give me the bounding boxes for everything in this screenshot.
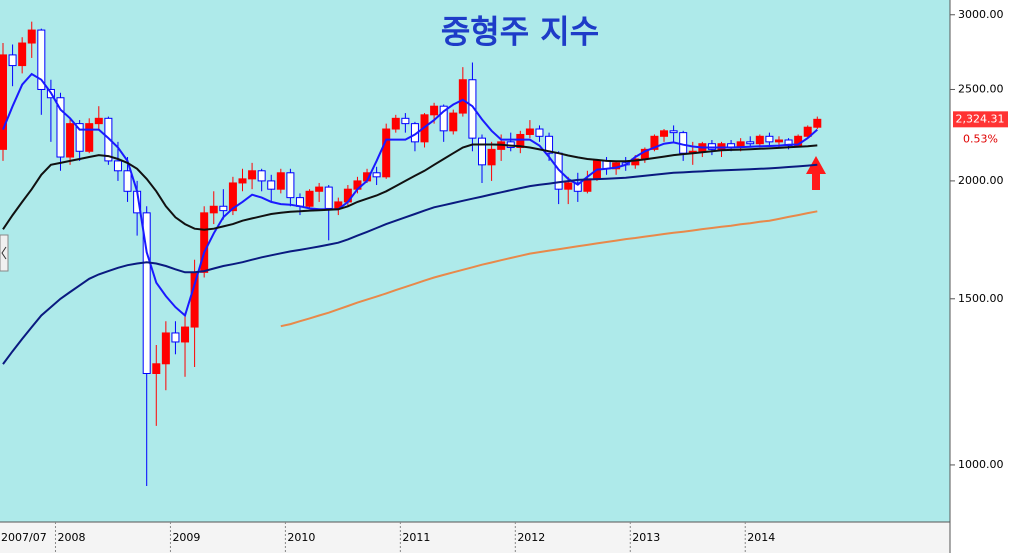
- candle-body: [171, 332, 180, 343]
- y-tick-label: 1500.00: [958, 292, 1004, 305]
- moving-average-line: [2, 143, 818, 231]
- candle-body: [123, 170, 132, 192]
- moving-average-line: [280, 210, 818, 328]
- candle-body: [774, 139, 783, 143]
- candle-body: [190, 271, 199, 328]
- candle-body: [525, 128, 534, 135]
- candle-body: [0, 54, 7, 150]
- candle-body: [516, 133, 525, 148]
- candle-body: [650, 135, 659, 150]
- candle-body: [181, 326, 190, 343]
- candle-body: [660, 130, 669, 137]
- scroll-arrow: [1, 246, 7, 260]
- moving-average-line: [2, 72, 818, 318]
- x-axis-area: [0, 522, 950, 553]
- candle-body: [372, 172, 381, 178]
- y-tick-label: 2000.00: [958, 174, 1004, 187]
- candle-body: [391, 117, 400, 130]
- candle-body: [746, 141, 755, 145]
- candle-body: [238, 178, 247, 184]
- candle-body: [458, 79, 467, 114]
- x-tick-label: 2012: [517, 531, 545, 544]
- candle-body: [142, 212, 151, 374]
- x-tick-label: 2008: [57, 531, 85, 544]
- candle-body: [439, 105, 448, 132]
- candle-body: [573, 182, 582, 192]
- candle-body: [765, 135, 774, 143]
- y-tick-label: 1000.00: [958, 458, 1004, 471]
- candle-body: [66, 123, 75, 158]
- candle-body: [583, 178, 592, 192]
- arrow-annotation: [806, 156, 826, 190]
- candle-body: [56, 97, 65, 158]
- chart-title: 중형주 지수: [441, 13, 599, 51]
- last-price-box: [953, 111, 1008, 128]
- candle-body: [219, 205, 228, 212]
- x-tick-label: 2007/07: [1, 531, 47, 544]
- candle-body: [305, 190, 314, 207]
- candle-body: [161, 332, 170, 365]
- candle-body: [286, 172, 295, 199]
- candle-body: [813, 118, 822, 128]
- x-tick-label: 2009: [172, 531, 200, 544]
- plot-area: [0, 0, 950, 522]
- x-tick-label: 2011: [402, 531, 430, 544]
- x-tick-label: 2010: [287, 531, 315, 544]
- candle-body: [248, 170, 257, 180]
- moving-average-line: [2, 163, 818, 365]
- candle-body: [209, 205, 218, 214]
- candle-body: [382, 128, 391, 178]
- candle-body: [315, 186, 324, 192]
- candle-body: [803, 126, 812, 137]
- candle-body: [755, 135, 764, 145]
- candle-body: [113, 160, 122, 172]
- candle-body: [324, 186, 333, 209]
- candle-body: [478, 137, 486, 166]
- candle-body: [669, 130, 678, 134]
- candle-body: [104, 117, 113, 162]
- candle-body: [37, 29, 46, 90]
- candle-body: [545, 135, 554, 154]
- candle-body: [8, 54, 17, 67]
- candle-body: [564, 182, 573, 190]
- x-tick-label: 2013: [632, 531, 660, 544]
- candle-body: [430, 105, 439, 116]
- candle-body: [276, 172, 285, 190]
- candle-body: [27, 29, 36, 44]
- y-axis-area: [950, 0, 1009, 553]
- candle-body: [75, 123, 84, 152]
- candle-body: [94, 117, 103, 125]
- candle-body: [152, 363, 161, 374]
- candle-body: [257, 170, 266, 182]
- candle-body: [679, 132, 688, 154]
- y-tick-label: 2500.00: [958, 82, 1004, 95]
- candle-body: [200, 212, 209, 273]
- candle-body: [535, 128, 544, 137]
- x-tick-label: 2014: [747, 531, 775, 544]
- y-tick-label: 3000.00: [958, 8, 1004, 21]
- candle-body: [449, 112, 458, 132]
- candle-body: [85, 123, 94, 152]
- last-price-label: 2,324.31: [956, 112, 1005, 125]
- candle-body: [401, 117, 410, 125]
- candle-body: [228, 182, 237, 212]
- scroll-tab[interactable]: [0, 234, 9, 272]
- candle-body: [631, 158, 640, 166]
- candle-body: [18, 42, 27, 67]
- candle-body: [267, 180, 276, 190]
- candle-body: [487, 148, 496, 166]
- candle-body: [468, 79, 477, 139]
- change-label: 0.53%: [963, 132, 998, 145]
